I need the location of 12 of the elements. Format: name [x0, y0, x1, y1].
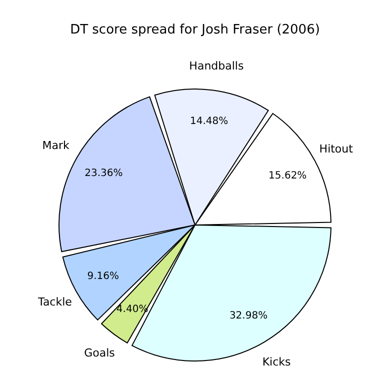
data-label: 15.62%	[268, 170, 307, 182]
slice-label: Hitout	[319, 142, 354, 156]
slice-label: Mark	[42, 138, 70, 152]
slice-label: Kicks	[262, 356, 292, 369]
slice-label: Tackle	[37, 295, 72, 308]
data-label: 32.98%	[229, 310, 268, 322]
slice-label: Goals	[84, 346, 116, 360]
data-label: 14.48%	[190, 116, 228, 127]
slice-label: Handballs	[189, 59, 244, 72]
chart-title: DT score spread for Josh Fraser (2006)	[70, 22, 320, 38]
data-label: 23.36%	[84, 168, 123, 180]
data-label: 9.16%	[87, 270, 120, 282]
